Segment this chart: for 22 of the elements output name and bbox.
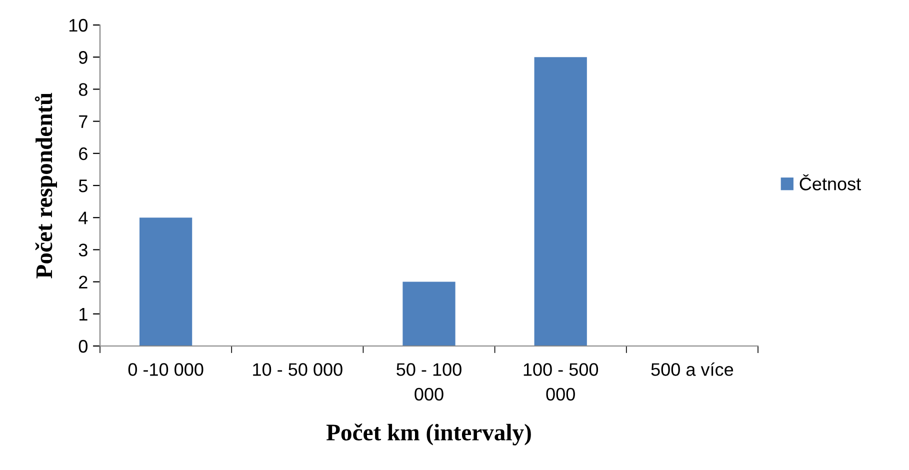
x-tick-label: 0 -10 000 (128, 363, 204, 376)
legend-label: Četnost (800, 174, 861, 190)
x-tick-label: 10 - 50 000 (253, 363, 342, 376)
y-tick-label: 9 (79, 51, 88, 64)
y-tick-label: 2 (79, 276, 88, 288)
x-tick-label: 100 - 500 000 (524, 363, 598, 401)
y-tick-label: 1 (80, 308, 88, 320)
y-tick-label: 6 (79, 147, 88, 160)
y-tick-label: 4 (78, 212, 88, 224)
y-tick-label: 3 (78, 244, 88, 256)
y-tick-label: 8 (78, 83, 88, 96)
x-axis-title: Počet km (intervaly) (326, 424, 531, 446)
y-tick-label: 5 (78, 180, 88, 192)
y-tick-label: 7 (79, 115, 88, 128)
bar (534, 57, 587, 346)
y-tick-label: 0 (78, 340, 88, 353)
bar (402, 282, 456, 346)
bar (139, 218, 192, 346)
y-axis-title: Počet respondentů (34, 92, 57, 278)
x-tick-label: 50 - 100 000 (396, 363, 462, 401)
y-tick-label: 10 (69, 18, 88, 32)
x-tick-label: 500 a více (651, 362, 734, 376)
